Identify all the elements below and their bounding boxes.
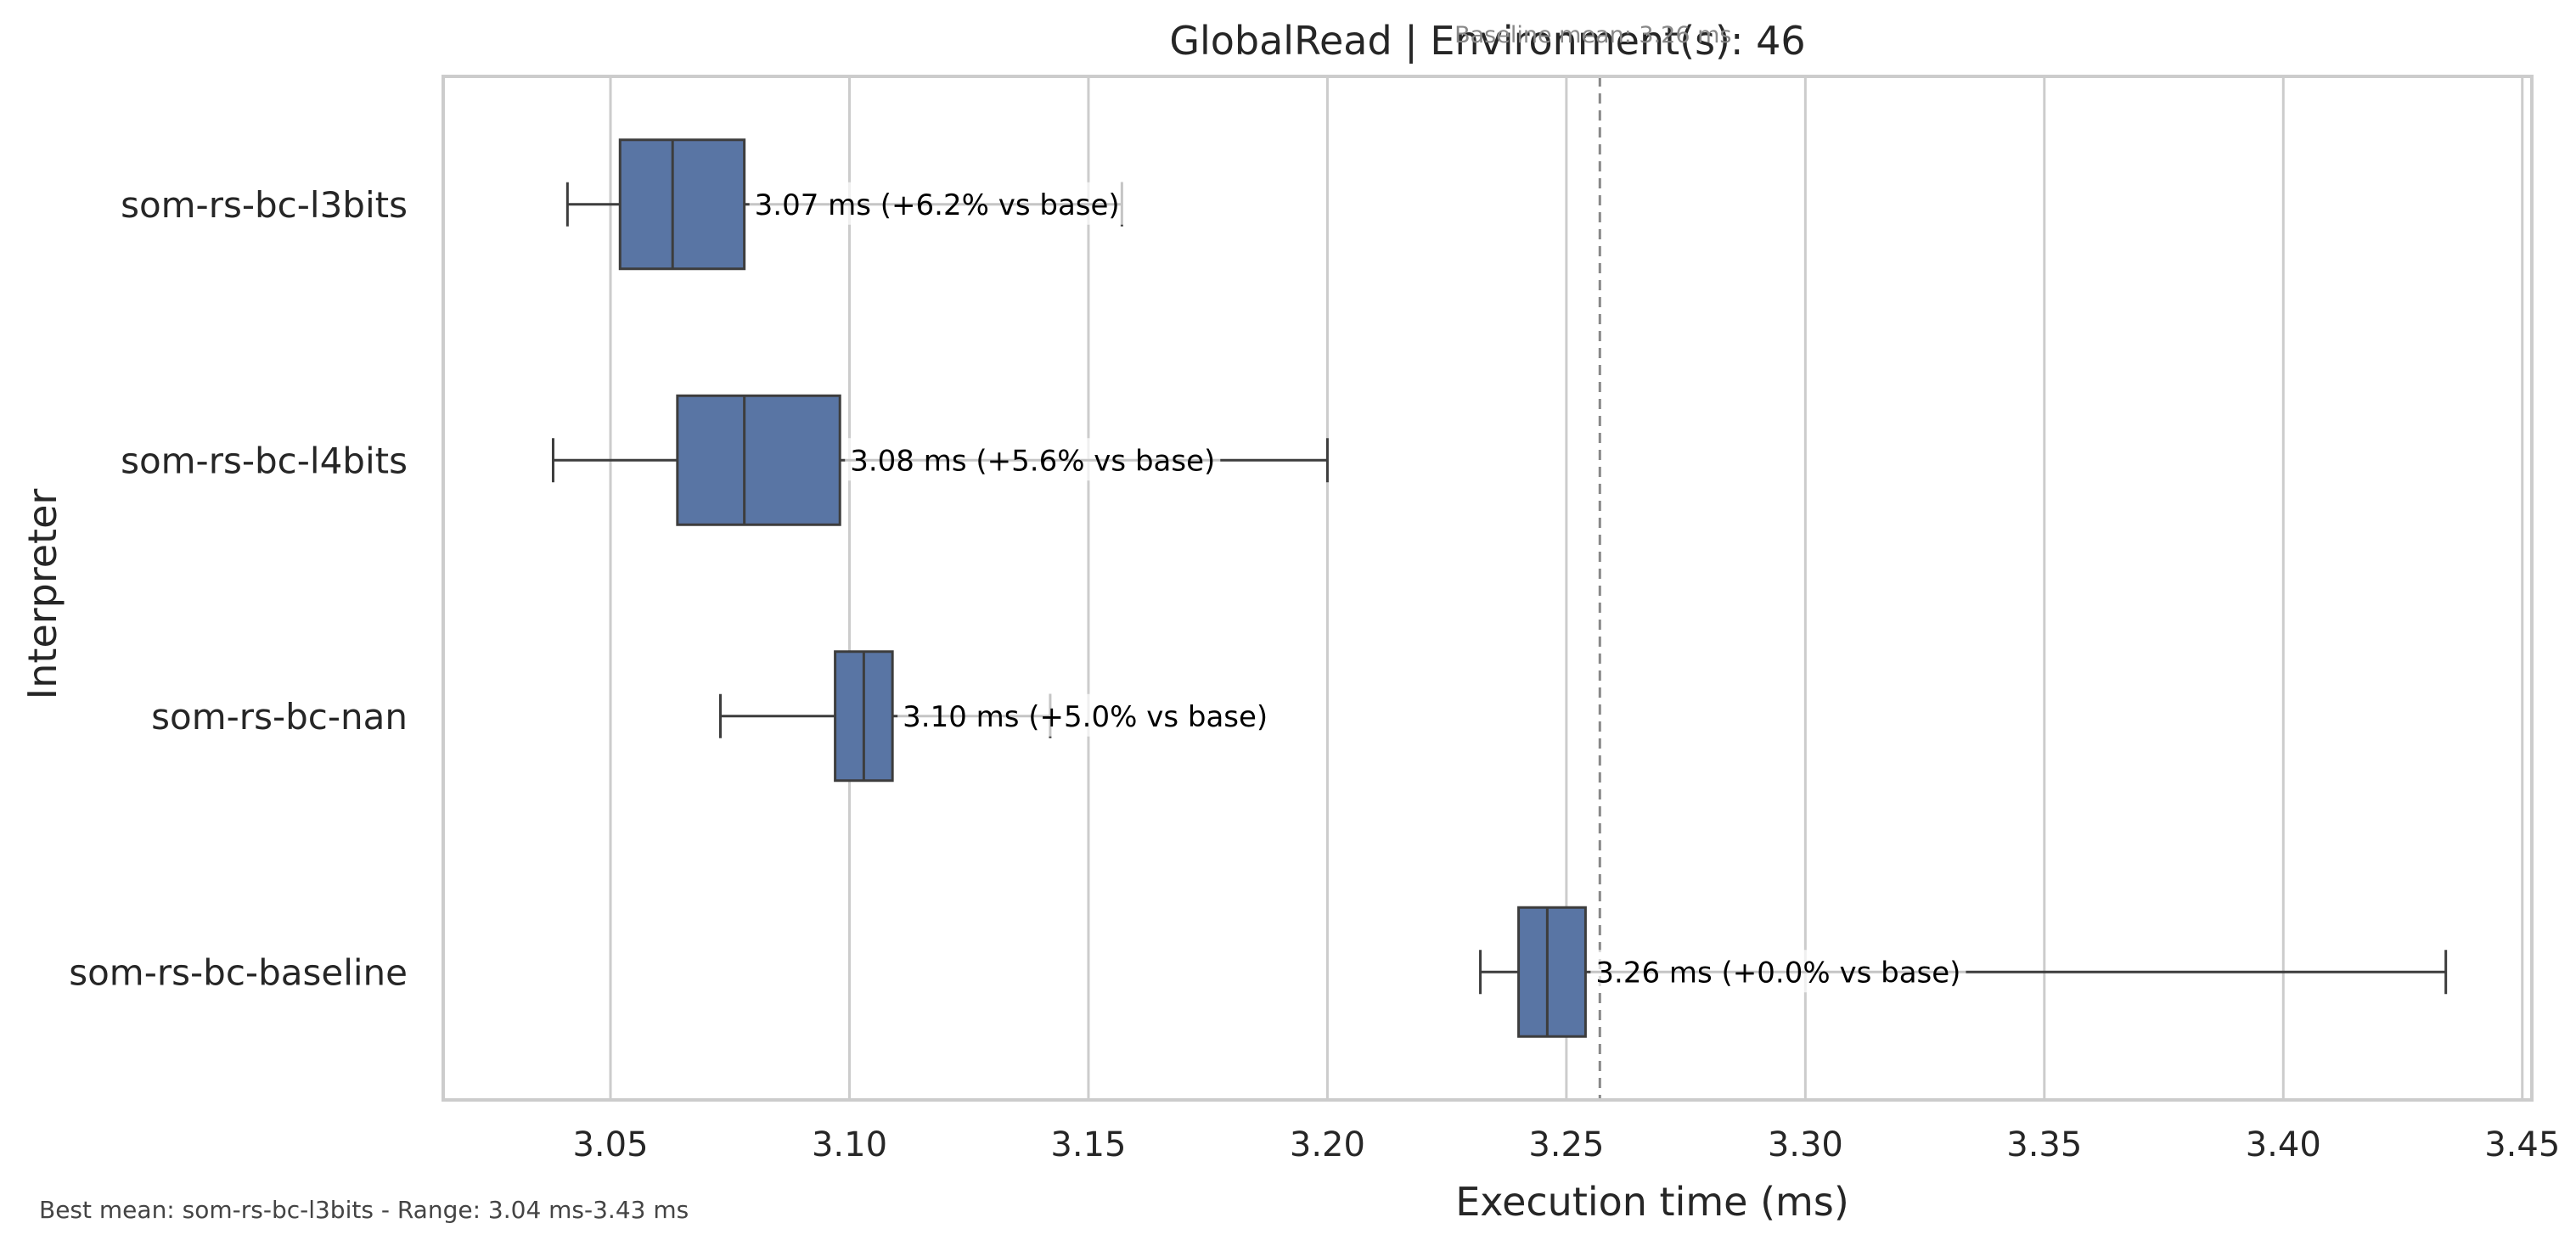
box-annotation: 3.08 ms (+5.6% vs base) — [850, 444, 1215, 478]
box-som-rs-bc-l3bits — [565, 138, 1123, 271]
annotation-background — [1590, 950, 1966, 993]
annotations-group: 3.07 ms (+6.2% vs base) 3.08 ms (+5.6% vs… — [749, 182, 1966, 993]
box-annotation: 3.26 ms (+0.0% vs base) — [1595, 956, 1960, 990]
baseline-note: Baseline mean: 3.26 ms — [1454, 22, 1731, 48]
iqr-box — [618, 138, 746, 271]
x-tick-label: 3.20 — [1290, 1125, 1365, 1164]
x-tick-label: 3.35 — [2006, 1125, 2082, 1164]
gridlines — [609, 76, 2524, 1100]
annotation-background — [845, 438, 1221, 481]
x-tick-label: 3.10 — [812, 1125, 887, 1164]
annotation-background — [897, 693, 1274, 737]
category-label: som-rs-bc-baseline — [69, 951, 408, 993]
plot-frame — [442, 75, 2534, 1102]
box-annotation: 3.10 ms (+5.0% vs base) — [903, 700, 1268, 734]
category-label: som-rs-bc-l4bits — [121, 440, 408, 481]
category-labels: som-rs-bc-l3bits som-rs-bc-l4bits som-rs-b… — [69, 184, 408, 994]
category-label: som-rs-bc-l3bits — [121, 184, 408, 226]
box-annotation: 3.07 ms (+6.2% vs base) — [755, 188, 1120, 222]
iqr-box — [1517, 906, 1587, 1038]
x-tick-label: 3.15 — [1050, 1125, 1126, 1164]
x-tick-label: 3.40 — [2246, 1125, 2321, 1164]
x-tick-label: 3.25 — [1528, 1125, 1604, 1164]
box-som-rs-bc-l4bits — [551, 394, 1329, 526]
x-tick-label: 3.45 — [2484, 1125, 2560, 1164]
category-label: som-rs-bc-nan — [151, 696, 408, 738]
boxes-group — [551, 138, 2448, 1038]
annotation-background — [749, 182, 1125, 225]
x-axis-title: Execution time (ms) — [1455, 1179, 1849, 1225]
footer-note: Best mean: som-rs-bc-l3bits - Range: 3.0… — [39, 1196, 689, 1224]
x-tick-label: 3.05 — [572, 1125, 648, 1164]
x-tick-labels: 3.05 3.10 3.15 3.20 3.25 3.30 3.35 3.40 3.45 — [572, 1125, 2560, 1164]
y-axis-title: Interpreter — [20, 489, 65, 700]
chart-title: GlobalRead | Environment(s): 46 — [1169, 18, 1805, 65]
iqr-box — [676, 394, 841, 526]
x-tick-label: 3.30 — [1768, 1125, 1843, 1164]
